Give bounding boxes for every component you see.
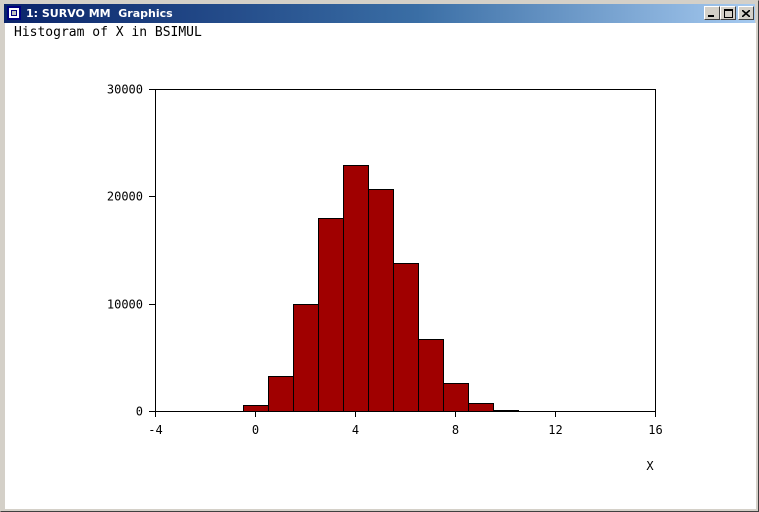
x-axis-label: X [646,459,654,473]
close-icon [742,9,750,17]
close-button[interactable] [738,6,754,20]
y-tick-label: 30000 [107,83,143,97]
histogram-bar [268,376,294,412]
graphics-canvas: Histogram of X in BSIMUL -4 0 4 8 12 16 0 10000… [5,23,756,509]
histogram-bar [318,218,344,412]
window-title: 1: SURVO MM Graphics [26,7,173,20]
histogram-bar [343,165,369,412]
app-icon[interactable] [7,6,21,20]
histogram-bar [293,304,319,412]
x-tick-label: 16 [648,423,662,437]
x-tick-label: 12 [548,423,562,437]
y-tick-label: 0 [136,405,143,419]
minimize-icon [708,14,714,17]
y-tick-label: 10000 [107,298,143,312]
title-bar[interactable]: 1: SURVO MM Graphics [4,4,755,23]
minimize-button[interactable] [704,6,720,20]
histogram-bar [493,410,519,412]
maximize-button[interactable] [720,6,736,20]
histogram-bar [418,339,444,412]
x-tick-label: 8 [452,423,459,437]
x-tick-label: 0 [252,423,259,437]
histogram-bar [393,263,419,412]
histogram-bar [368,189,394,412]
histogram-chart: -4 0 4 8 12 16 0 10000 20000 30000 X [107,83,663,474]
x-tick-label: -4 [148,423,162,437]
y-tick-label: 20000 [107,190,143,204]
histogram-bar [243,405,269,412]
maximize-icon [723,8,733,18]
chart-title: Histogram of X in BSIMUL [14,25,202,40]
histogram-bar [468,403,494,412]
histogram-bar [443,383,469,412]
x-tick-label: 4 [352,423,359,437]
